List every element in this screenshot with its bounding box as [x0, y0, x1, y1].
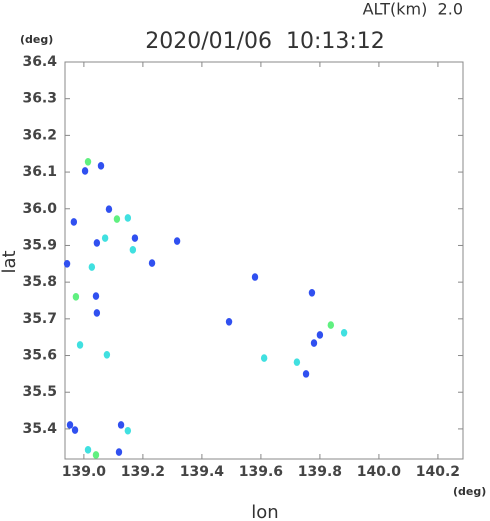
echo-point	[148, 259, 156, 267]
echo-point	[302, 370, 310, 378]
echo-point	[63, 260, 71, 268]
echo-point	[71, 426, 79, 434]
echo-point	[327, 321, 335, 329]
x-tick-label: 139.4	[180, 464, 225, 480]
echo-point	[92, 451, 100, 459]
echo-point	[93, 309, 101, 317]
echo-point	[113, 215, 121, 223]
echo-point	[115, 448, 123, 456]
x-tick-label: 140.2	[416, 464, 460, 480]
echo-point	[117, 421, 125, 429]
x-unit: (deg)	[453, 485, 486, 498]
y-tick-label: 35.9	[22, 237, 57, 253]
echo-point	[105, 205, 113, 213]
echo-point	[76, 341, 84, 349]
plot-frame	[64, 61, 464, 460]
y-tick-label: 36.3	[22, 91, 57, 107]
chart-title: 2020/01/06 10:13:12	[145, 29, 385, 54]
echo-point	[316, 331, 324, 339]
echo-point	[124, 426, 132, 435]
x-tick-label: 139.0	[62, 464, 107, 480]
echo-point	[173, 237, 181, 245]
y-tick-label: 36.0	[22, 201, 57, 217]
echo-point	[124, 214, 132, 222]
echo-point	[225, 317, 233, 326]
echo-point	[101, 234, 109, 242]
x-tick-label: 139.8	[298, 464, 342, 480]
echo-point	[260, 354, 268, 362]
y-unit: (deg)	[20, 33, 53, 46]
echo-point	[131, 234, 139, 242]
echo-point	[129, 246, 137, 254]
x-tick-label: 139.2	[121, 464, 165, 480]
altitude-label: ALT(km) 2.0	[363, 0, 463, 19]
echo-point	[97, 162, 105, 170]
echo-point	[308, 288, 316, 297]
x-tick-label: 140.0	[357, 464, 402, 480]
y-tick-label: 36.2	[22, 127, 57, 143]
echo-point	[93, 239, 101, 247]
y-axis-label: lat	[0, 250, 20, 273]
echo-point	[293, 358, 301, 366]
echo-point	[84, 158, 92, 166]
echo-point	[251, 273, 259, 281]
echo-point	[103, 350, 111, 359]
y-tick-label: 35.4	[22, 421, 57, 437]
echo-point	[340, 328, 348, 337]
echo-point	[310, 339, 318, 347]
echo-point	[92, 292, 100, 300]
echo-point	[81, 167, 89, 175]
echo-point	[66, 421, 74, 429]
x-tick-label: 139.6	[239, 464, 283, 480]
echo-point	[84, 446, 92, 454]
y-tick-label: 36.1	[22, 164, 57, 180]
echo-point	[70, 218, 78, 226]
x-axis-label: lon	[251, 502, 278, 521]
y-tick-label: 35.5	[22, 384, 57, 400]
echo-point	[72, 293, 80, 301]
y-tick-label: 36.4	[22, 54, 57, 70]
echo-point	[88, 263, 96, 271]
y-tick-label: 35.8	[22, 274, 57, 290]
y-tick-label: 35.6	[22, 348, 57, 364]
y-tick-label: 35.7	[22, 311, 57, 327]
